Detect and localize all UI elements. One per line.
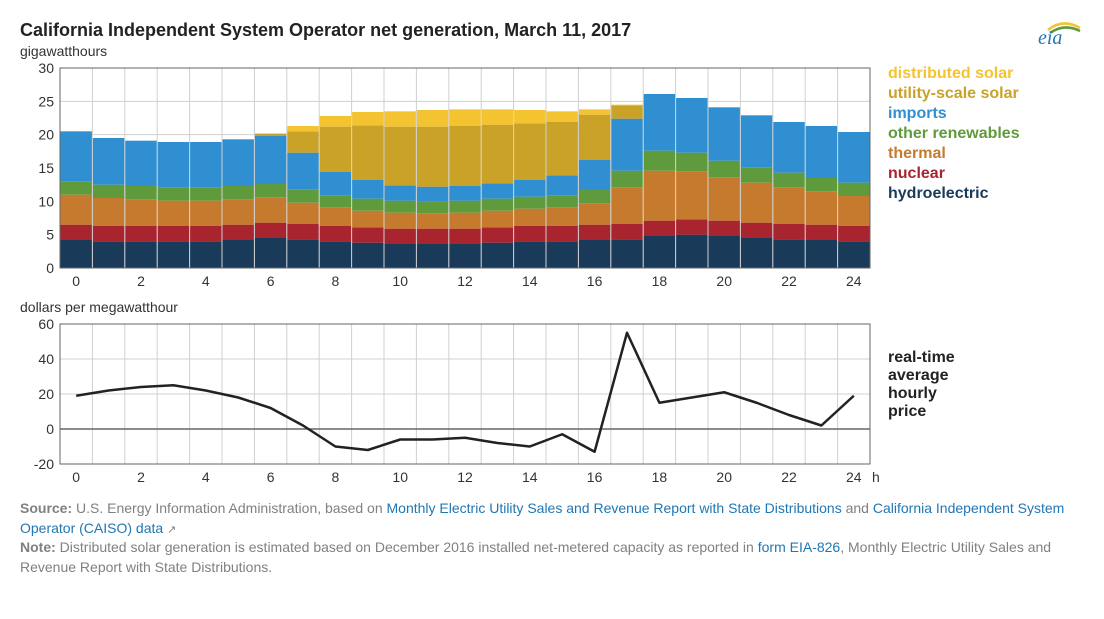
svg-text:6: 6 — [267, 469, 275, 485]
svg-text:22: 22 — [781, 469, 797, 485]
svg-text:30: 30 — [38, 63, 54, 76]
svg-text:22: 22 — [781, 273, 797, 289]
svg-text:15: 15 — [38, 160, 54, 176]
svg-text:24: 24 — [846, 273, 862, 289]
title-block: California Independent System Operator n… — [20, 20, 631, 63]
svg-text:20: 20 — [716, 273, 732, 289]
legend-bottom: real-timeaveragehourlyprice — [880, 319, 1084, 421]
svg-text:5: 5 — [46, 227, 54, 243]
bottom-chart-area: -200204060024681012141618202224hour of t… — [20, 319, 880, 489]
legend-bottom-line: real-time — [888, 349, 1084, 367]
chart-title: California Independent System Operator n… — [20, 20, 631, 41]
source-label: Source: — [20, 500, 72, 516]
stacked-area-chart: 051015202530024681012141618202224 — [20, 63, 880, 293]
svg-text:25: 25 — [38, 93, 54, 109]
svg-text:8: 8 — [332, 469, 340, 485]
price-line-chart: -200204060024681012141618202224hour of t… — [20, 319, 880, 489]
bottom-chart-subtitle: dollars per megawatthour — [20, 299, 1084, 315]
svg-text:20: 20 — [38, 127, 54, 143]
svg-text:6: 6 — [267, 273, 275, 289]
svg-text:20: 20 — [716, 469, 732, 485]
svg-text:4: 4 — [202, 469, 210, 485]
svg-text:-20: -20 — [34, 456, 54, 472]
legend-item: imports — [888, 105, 1084, 123]
svg-text:40: 40 — [38, 351, 54, 367]
external-link-icon: ↗ — [167, 524, 176, 536]
header: California Independent System Operator n… — [20, 20, 1084, 63]
note-link-1[interactable]: form EIA-826 — [758, 539, 840, 555]
source-link-1[interactable]: Monthly Electric Utility Sales and Reven… — [387, 500, 842, 516]
svg-text:12: 12 — [457, 273, 473, 289]
svg-text:16: 16 — [587, 273, 603, 289]
svg-text:0: 0 — [46, 260, 54, 276]
svg-text:18: 18 — [652, 273, 668, 289]
svg-text:14: 14 — [522, 469, 538, 485]
svg-text:10: 10 — [392, 469, 408, 485]
source-text-1: U.S. Energy Information Administration, … — [72, 500, 386, 516]
svg-text:2: 2 — [137, 273, 145, 289]
top-chart-subtitle: gigawatthours — [20, 43, 631, 59]
svg-text:10: 10 — [38, 193, 54, 209]
legend-item: nuclear — [888, 165, 1084, 183]
svg-text:60: 60 — [38, 319, 54, 332]
footer-notes: Source: U.S. Energy Information Administ… — [20, 499, 1084, 577]
svg-text:0: 0 — [72, 273, 80, 289]
note-text-1: Distributed solar generation is estimate… — [56, 539, 758, 555]
svg-text:8: 8 — [332, 273, 340, 289]
legend-bottom-line: hourly — [888, 385, 1084, 403]
source-text-2: and — [842, 500, 873, 516]
legend-top: distributed solar utility-scale solar impo… — [880, 63, 1084, 205]
svg-text:14: 14 — [522, 273, 538, 289]
eia-logo-icon: eia — [1028, 20, 1084, 48]
legend-item: hydroelectric — [888, 185, 1084, 203]
top-chart-row: 051015202530024681012141618202224 distri… — [20, 63, 1084, 293]
chart-container: California Independent System Operator n… — [20, 20, 1084, 577]
svg-text:16: 16 — [587, 469, 603, 485]
legend-item: thermal — [888, 145, 1084, 163]
note-label: Note: — [20, 539, 56, 555]
svg-text:4: 4 — [202, 273, 210, 289]
svg-text:18: 18 — [652, 469, 668, 485]
legend-item: utility-scale solar — [888, 85, 1084, 103]
svg-text:eia: eia — [1038, 27, 1062, 48]
svg-text:hour of the day: hour of the day — [872, 469, 880, 485]
top-chart-area: 051015202530024681012141618202224 — [20, 63, 880, 293]
svg-text:2: 2 — [137, 469, 145, 485]
legend-item: distributed solar — [888, 65, 1084, 83]
note-line: Note: Distributed solar generation is es… — [20, 538, 1084, 577]
svg-text:24: 24 — [846, 469, 862, 485]
legend-bottom-line: price — [888, 403, 1084, 421]
svg-text:10: 10 — [392, 273, 408, 289]
legend-bottom-line: average — [888, 367, 1084, 385]
legend-item: other renewables — [888, 125, 1084, 143]
svg-text:0: 0 — [72, 469, 80, 485]
bottom-chart-row: -200204060024681012141618202224hour of t… — [20, 319, 1084, 489]
source-line: Source: U.S. Energy Information Administ… — [20, 499, 1084, 538]
svg-text:0: 0 — [46, 421, 54, 437]
svg-text:20: 20 — [38, 386, 54, 402]
svg-text:12: 12 — [457, 469, 473, 485]
